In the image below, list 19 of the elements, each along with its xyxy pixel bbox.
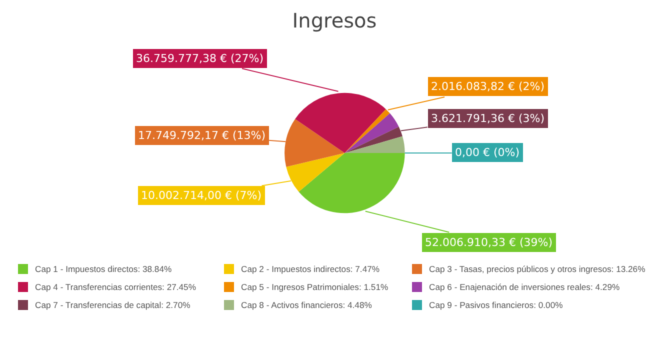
legend-label: Cap 9 - Pasivos financieros: 0.00% — [429, 300, 563, 310]
legend-label: Cap 6 - Enajenación de inversiones reales: 4.29% — [429, 282, 620, 292]
data-label: 2.016.083,82 € (2%) — [431, 80, 545, 93]
legend-label: Cap 7 - Transferencias de capital: 2.70% — [35, 300, 190, 310]
data-label: 17.749.792,17 € (13%) — [138, 129, 266, 142]
pie-slice — [344, 113, 399, 153]
pie-slice — [344, 136, 405, 153]
data-label: 36.759.777,38 € (27%) — [136, 52, 264, 65]
legend-label: Cap 5 - Ingresos Patrimoniales: 1.51% — [241, 282, 388, 292]
legend-label: Cap 4 - Transferencias corrientes: 27.45% — [35, 282, 196, 292]
data-label: 3.621.791,36 € (3%) — [431, 112, 545, 125]
legend-label: Cap 1 - Impuestos directos: 38.84% — [35, 264, 172, 274]
data-label: 10.002.714,00 € (7%) — [141, 189, 262, 202]
legend-label: Cap 8 - Activos financieros: 4.48% — [241, 300, 372, 310]
text: 0,00 € (0%) — [455, 146, 520, 159]
legend-label: Cap 2 - Impuestos indirectos: 7.47% — [241, 264, 380, 274]
data-label: 52.006.910,33 € (39%) — [425, 236, 552, 249]
chart-title: Ingresos — [292, 8, 377, 33]
legend-label: Cap 3 - Tasas, precios públicos y otros ingresos: 13.26% — [429, 264, 646, 274]
